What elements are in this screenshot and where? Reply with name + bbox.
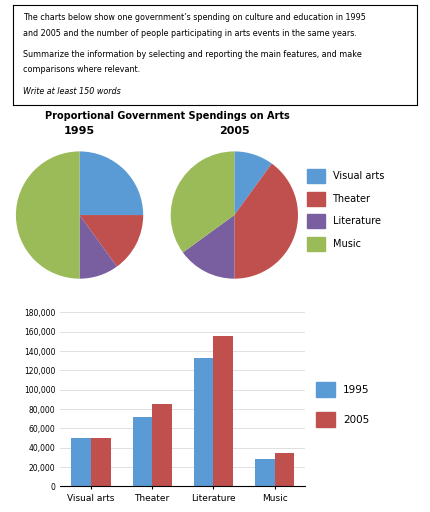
Bar bbox=[71, 438, 91, 486]
Legend: Visual arts, Theater, Literature, Music: Visual arts, Theater, Literature, Music bbox=[305, 167, 386, 252]
Legend: 1995, 2005: 1995, 2005 bbox=[314, 380, 372, 429]
Title: 1995: 1995 bbox=[64, 126, 95, 136]
Wedge shape bbox=[234, 163, 298, 279]
Bar bbox=[255, 459, 275, 486]
Bar bbox=[132, 417, 152, 486]
Bar bbox=[275, 453, 294, 486]
Wedge shape bbox=[16, 152, 80, 279]
Text: and 2005 and the number of people participating in arts events in the same years: and 2005 and the number of people partic… bbox=[23, 29, 357, 38]
Wedge shape bbox=[80, 215, 143, 267]
Wedge shape bbox=[234, 152, 272, 215]
Wedge shape bbox=[80, 152, 143, 215]
Text: Summarize the information by selecting and reporting the main features, and make: Summarize the information by selecting a… bbox=[23, 50, 362, 59]
Wedge shape bbox=[183, 215, 234, 279]
Bar bbox=[194, 358, 213, 486]
Text: Proportional Government Spendings on Arts: Proportional Government Spendings on Art… bbox=[45, 112, 290, 121]
Wedge shape bbox=[171, 152, 234, 252]
Text: The charts below show one government’s spending on culture and education in 1995: The charts below show one government’s s… bbox=[23, 13, 366, 22]
Bar bbox=[213, 336, 233, 486]
Text: Write at least 150 words: Write at least 150 words bbox=[23, 87, 121, 96]
Text: comparisons where relevant.: comparisons where relevant. bbox=[23, 65, 140, 74]
Bar bbox=[91, 438, 111, 486]
Bar bbox=[152, 404, 172, 486]
Wedge shape bbox=[80, 215, 117, 279]
Title: 2005: 2005 bbox=[219, 126, 250, 136]
